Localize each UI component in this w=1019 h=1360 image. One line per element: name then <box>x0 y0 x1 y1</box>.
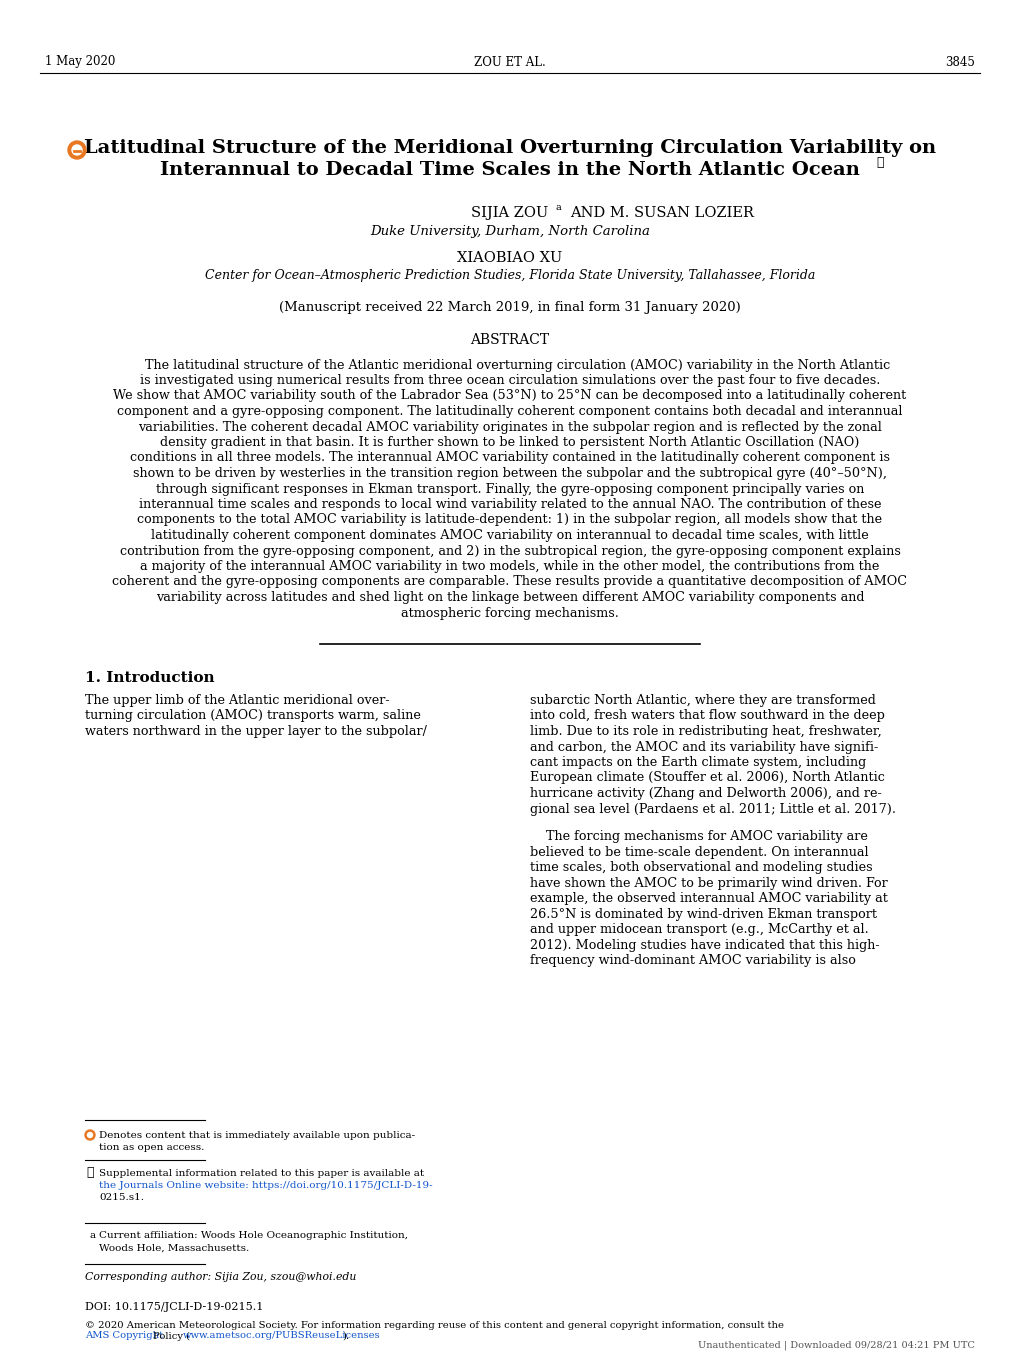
Text: a: a <box>90 1232 96 1240</box>
Text: (Manuscript received 22 March 2019, in final form 31 January 2020): (Manuscript received 22 March 2019, in f… <box>279 301 740 314</box>
Text: 2012). Modeling studies have indicated that this high-: 2012). Modeling studies have indicated t… <box>530 938 878 952</box>
Text: frequency wind-dominant AMOC variability is also: frequency wind-dominant AMOC variability… <box>530 955 855 967</box>
Text: www.ametsoc.org/PUBSReuseLicenses: www.ametsoc.org/PUBSReuseLicenses <box>182 1331 380 1341</box>
Text: ).: ). <box>341 1331 348 1341</box>
Text: The upper limb of the Atlantic meridional over-: The upper limb of the Atlantic meridiona… <box>85 694 389 707</box>
Text: SIJIA ZOU: SIJIA ZOU <box>471 205 548 220</box>
Text: gional sea level (Pardaens et al. 2011; Little et al. 2017).: gional sea level (Pardaens et al. 2011; … <box>530 802 895 816</box>
Text: ABSTRACT: ABSTRACT <box>470 333 549 347</box>
Circle shape <box>72 146 82 155</box>
Text: AMS Copyright: AMS Copyright <box>85 1331 163 1341</box>
Text: 3845: 3845 <box>945 56 974 68</box>
Text: believed to be time-scale dependent. On interannual: believed to be time-scale dependent. On … <box>530 846 868 860</box>
Text: The forcing mechanisms for AMOC variability are: The forcing mechanisms for AMOC variabil… <box>530 831 867 843</box>
Text: component and a gyre-opposing component. The latitudinally coherent component co: component and a gyre-opposing component.… <box>117 405 902 418</box>
Text: components to the total AMOC variability is latitude-dependent: 1) in the subpol: components to the total AMOC variability… <box>138 514 881 526</box>
Text: have shown the AMOC to be primarily wind driven. For: have shown the AMOC to be primarily wind… <box>530 877 887 889</box>
Text: interannual time scales and responds to local wind variability related to the an: interannual time scales and responds to … <box>139 498 880 511</box>
Text: contribution from the gyre-opposing component, and 2) in the subtropical region,: contribution from the gyre-opposing comp… <box>119 544 900 558</box>
Text: Duke University, Durham, North Carolina: Duke University, Durham, North Carolina <box>370 226 649 238</box>
Text: Corresponding author: Sijia Zou, szou@whoi.edu: Corresponding author: Sijia Zou, szou@wh… <box>85 1272 356 1282</box>
Text: European climate (Stouffer et al. 2006), North Atlantic: European climate (Stouffer et al. 2006),… <box>530 771 884 785</box>
Text: latitudinally coherent component dominates AMOC variability on interannual to de: latitudinally coherent component dominat… <box>151 529 868 543</box>
Circle shape <box>88 1133 93 1137</box>
Text: atmospheric forcing mechanisms.: atmospheric forcing mechanisms. <box>400 607 619 620</box>
Text: shown to be driven by westerlies in the transition region between the subpolar a: shown to be driven by westerlies in the … <box>132 466 887 480</box>
Text: is investigated using numerical results from three ocean circulation simulations: is investigated using numerical results … <box>140 374 879 388</box>
Text: tion as open access.: tion as open access. <box>99 1142 204 1152</box>
Text: and upper midocean transport (e.g., McCarthy et al.: and upper midocean transport (e.g., McCa… <box>530 923 868 937</box>
Text: example, the observed interannual AMOC variability at: example, the observed interannual AMOC v… <box>530 892 887 906</box>
Text: XIAOBIAO XU: XIAOBIAO XU <box>457 252 562 265</box>
Text: DOI: 10.1175/JCLI-D-19-0215.1: DOI: 10.1175/JCLI-D-19-0215.1 <box>85 1302 263 1312</box>
Text: 26.5°N is dominated by wind-driven Ekman transport: 26.5°N is dominated by wind-driven Ekman… <box>530 908 876 921</box>
Text: density gradient in that basin. It is further shown to be linked to persistent N: density gradient in that basin. It is fu… <box>160 437 859 449</box>
Text: 0215.s1.: 0215.s1. <box>99 1193 144 1201</box>
Text: a majority of the interannual AMOC variability in two models, while in the other: a majority of the interannual AMOC varia… <box>141 560 878 573</box>
Text: Denotes content that is immediately available upon publica-: Denotes content that is immediately avai… <box>99 1130 415 1140</box>
Text: Latitudinal Structure of the Meridional Overturning Circulation Variability on: Latitudinal Structure of the Meridional … <box>84 139 935 156</box>
Text: conditions in all three models. The interannual AMOC variability contained in th: conditions in all three models. The inte… <box>129 452 890 465</box>
Text: the Journals Online website: https://doi.org/10.1175/JCLI-D-19-: the Journals Online website: https://doi… <box>99 1180 432 1190</box>
Text: Interannual to Decadal Time Scales in the North Atlantic Ocean: Interannual to Decadal Time Scales in th… <box>160 160 859 180</box>
Text: AND M. SUSAN LOZIER: AND M. SUSAN LOZIER <box>570 205 753 220</box>
Circle shape <box>68 141 86 159</box>
Text: hurricane activity (Zhang and Delworth 2006), and re-: hurricane activity (Zhang and Delworth 2… <box>530 787 880 800</box>
Text: 1 May 2020: 1 May 2020 <box>45 56 115 68</box>
Text: limb. Due to its role in redistributing heat, freshwater,: limb. Due to its role in redistributing … <box>530 725 880 738</box>
Text: subarctic North Atlantic, where they are transformed: subarctic North Atlantic, where they are… <box>530 694 875 707</box>
Text: Woods Hole, Massachusetts.: Woods Hole, Massachusetts. <box>99 1243 249 1253</box>
Circle shape <box>85 1130 95 1140</box>
Text: The latitudinal structure of the Atlantic meridional overturning circulation (AM: The latitudinal structure of the Atlanti… <box>129 359 890 371</box>
Text: Supplemental information related to this paper is available at: Supplemental information related to this… <box>99 1168 424 1178</box>
Text: Unauthenticated | Downloaded 09/28/21 04:21 PM UTC: Unauthenticated | Downloaded 09/28/21 04… <box>697 1340 974 1349</box>
Text: Center for Ocean–Atmospheric Prediction Studies, Florida State University, Talla: Center for Ocean–Atmospheric Prediction … <box>205 268 814 282</box>
Text: waters northward in the upper layer to the subpolar/: waters northward in the upper layer to t… <box>85 725 427 738</box>
Text: cant impacts on the Earth climate system, including: cant impacts on the Earth climate system… <box>530 756 865 768</box>
Text: through significant responses in Ekman transport. Finally, the gyre-opposing com: through significant responses in Ekman t… <box>156 483 863 495</box>
Text: © 2020 American Meteorological Society. For information regarding reuse of this : © 2020 American Meteorological Society. … <box>85 1321 787 1330</box>
Text: Policy (: Policy ( <box>153 1331 190 1341</box>
Text: We show that AMOC variability south of the Labrador Sea (53°N) to 25°N can be de: We show that AMOC variability south of t… <box>113 389 906 403</box>
Text: into cold, fresh waters that flow southward in the deep: into cold, fresh waters that flow southw… <box>530 710 884 722</box>
Text: variabilities. The coherent decadal AMOC variability originates in the subpolar : variabilities. The coherent decadal AMOC… <box>138 420 881 434</box>
Text: and carbon, the AMOC and its variability have signifi-: and carbon, the AMOC and its variability… <box>530 740 877 753</box>
Text: time scales, both observational and modeling studies: time scales, both observational and mode… <box>530 861 872 874</box>
Text: ZOU ET AL.: ZOU ET AL. <box>474 56 545 68</box>
Text: a: a <box>555 204 561 212</box>
Text: coherent and the gyre-opposing components are comparable. These results provide : coherent and the gyre-opposing component… <box>112 575 907 589</box>
Text: variability across latitudes and shed light on the linkage between different AMO: variability across latitudes and shed li… <box>156 592 863 604</box>
Text: turning circulation (AMOC) transports warm, saline: turning circulation (AMOC) transports wa… <box>85 710 421 722</box>
Text: ⎘: ⎘ <box>875 156 882 170</box>
Text: 1. Introduction: 1. Introduction <box>85 672 214 685</box>
Text: Current affiliation: Woods Hole Oceanographic Institution,: Current affiliation: Woods Hole Oceanogr… <box>99 1232 408 1240</box>
Text: ⎘: ⎘ <box>87 1167 94 1179</box>
